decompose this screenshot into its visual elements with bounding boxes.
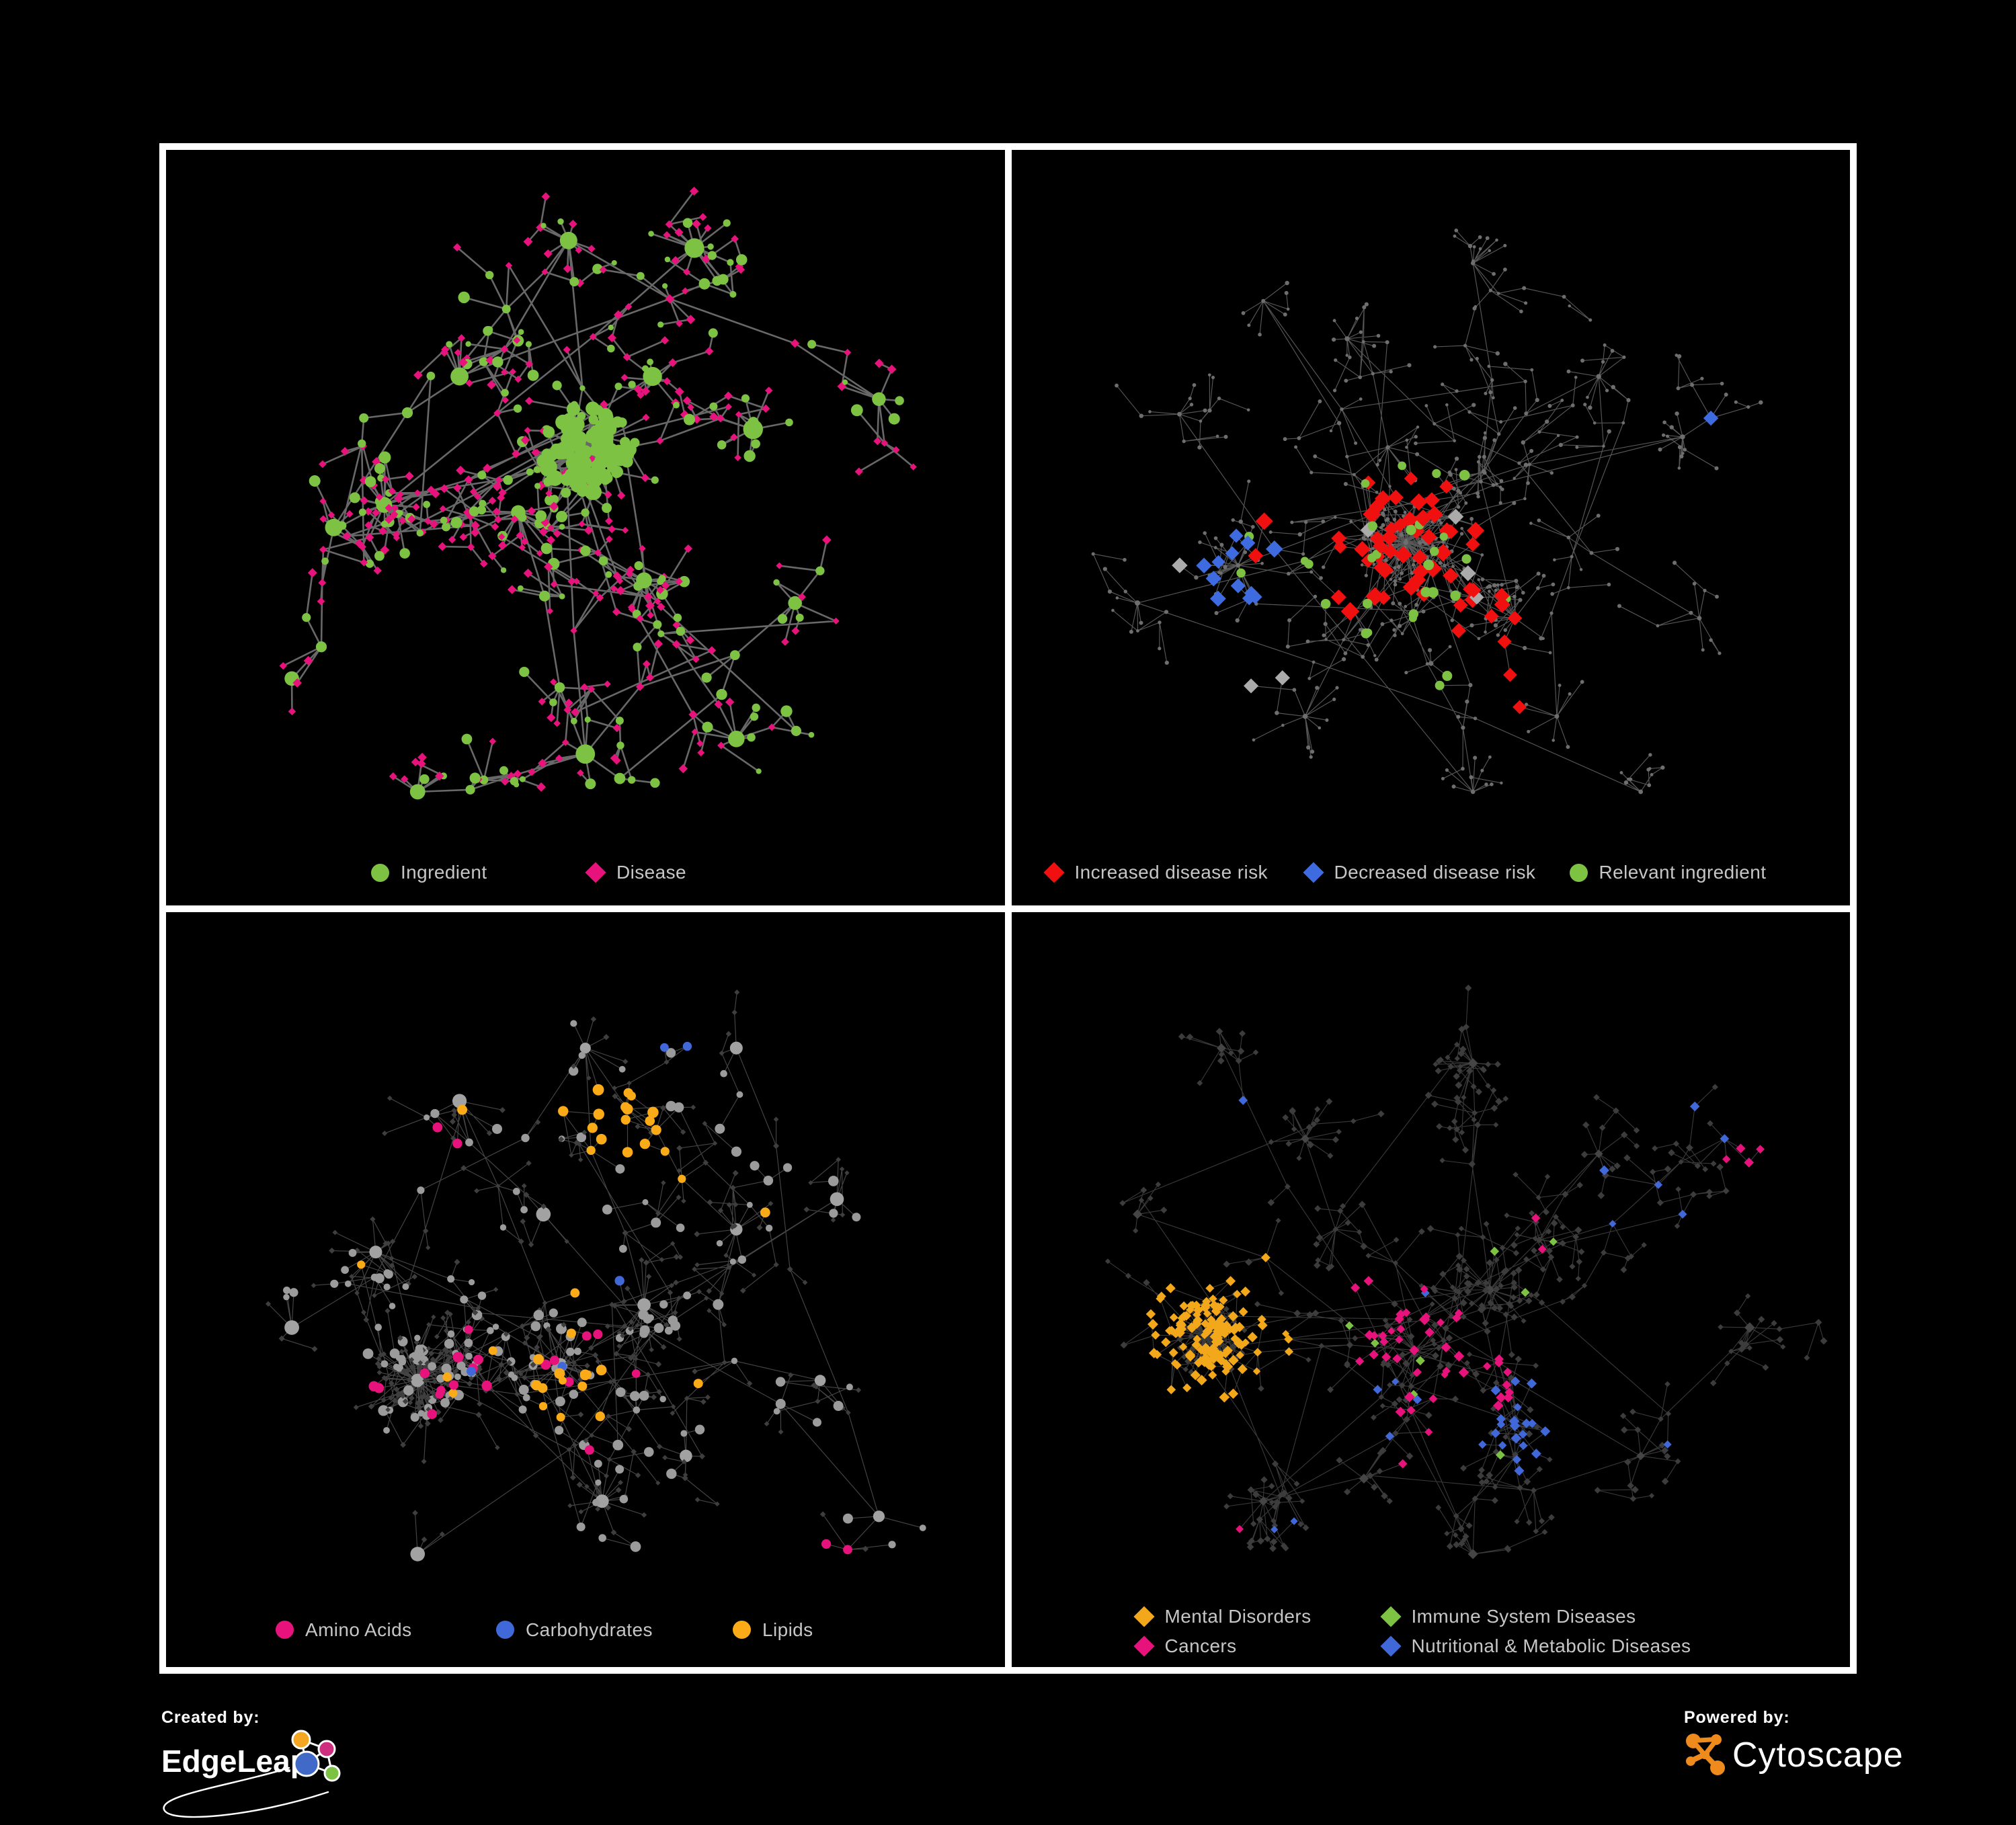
legend-label: Nutritional & Metabolic Diseases [1411, 1635, 1691, 1656]
mental-disorders-diamond-icon [1133, 1605, 1155, 1627]
edges [1092, 230, 1761, 793]
cancers-diamond-icon [1133, 1635, 1155, 1657]
legend-label: Lipids [762, 1619, 813, 1640]
legend-label: Ingredient [401, 862, 487, 883]
edges [268, 991, 923, 1554]
cytoscape-wordmark: Cytoscape [1732, 1736, 1904, 1775]
edgeleap-node-orange [291, 1730, 311, 1750]
edgeleap-node-blue [293, 1750, 320, 1777]
legend-item-lipids: Lipids [733, 1619, 813, 1641]
ingredient-circle-icon [371, 863, 389, 882]
nodes-highlighted [1171, 410, 1718, 715]
decreased-disease-risk-diamond-icon [1302, 862, 1324, 883]
panel-disease-categories-network: Mental Disorders Immune System Diseases Ca… [1011, 911, 1850, 1667]
legend-label: Disease [616, 862, 686, 883]
legend-label: Amino Acids [305, 1619, 412, 1640]
legend-item-carbohydrates: Carbohydrates [496, 1619, 653, 1641]
network-graph-ingredient-disease [279, 186, 917, 800]
legend-item-nutritional-metabolic-diseases: Nutritional & Metabolic Diseases [1379, 1635, 1691, 1657]
edgeleap-swoosh [163, 1767, 329, 1818]
legend-item-immune-system-diseases: Immune System Diseases [1379, 1605, 1636, 1627]
carbohydrates-circle-icon [496, 1621, 514, 1639]
legend-label: Immune System Diseases [1411, 1605, 1636, 1627]
nodes-base [1091, 229, 1763, 795]
edgeleap-node-magenta [317, 1740, 336, 1758]
legend-item-mental-disorders: Mental Disorders [1133, 1605, 1312, 1627]
legend-item-cancers: Cancers [1133, 1635, 1237, 1657]
cytoscape-brand: Powered by: Cytoscape [1684, 1708, 1993, 1819]
network-graph-disease-risk [1091, 229, 1763, 795]
disease-diamond-icon [585, 862, 606, 883]
network-graph-disease-categories [1104, 984, 1827, 1559]
edgeleap-node-green [323, 1765, 341, 1782]
increased-disease-risk-diamond-icon [1043, 862, 1065, 883]
network-graph-nutrient-classes [265, 989, 926, 1562]
nodes-base [1104, 984, 1827, 1559]
legend-item-disease: Disease [585, 862, 686, 883]
legend-item-ingredient: Ingredient [371, 862, 487, 883]
panels-grid: Ingredient Disease Increased disease risk… [159, 143, 1857, 1674]
legend-item-increased-disease-risk: Increased disease risk [1043, 862, 1268, 883]
powered-by-caption: Powered by: [1684, 1708, 1790, 1727]
legend-label: Relevant ingredient [1599, 862, 1767, 883]
lipids-circle-icon [733, 1621, 751, 1639]
panel-disease-risk-network: Increased disease risk Decreased disease … [1011, 150, 1850, 905]
panel-nutrient-classes-network: Amino Acids Carbohydrates Lipids [166, 911, 1005, 1667]
legend-label: Cancers [1164, 1635, 1237, 1656]
nodes-highlighted [1145, 1095, 1765, 1533]
edgeleap-wordmark: EdgeLeap [161, 1744, 309, 1779]
edgeleap-brand: Created by: EdgeLeap [161, 1708, 471, 1819]
edgeleap-logo-mark [291, 1730, 341, 1782]
amino-acids-circle-icon [276, 1621, 294, 1639]
relevant-ingredient-circle-icon [1569, 863, 1588, 882]
legend-label: Decreased disease risk [1334, 862, 1536, 883]
nutritional-metabolic-diseases-diamond-icon [1379, 1635, 1402, 1657]
legend-item-decreased-disease-risk: Decreased disease risk [1302, 862, 1536, 883]
legend-item-amino-acids: Amino Acids [276, 1619, 411, 1641]
nodes-highlighted [357, 1041, 852, 1554]
panel-ingredient-disease-network: Ingredient Disease [166, 150, 1005, 905]
cytoscape-logo-icon [1686, 1734, 1725, 1775]
legend-label: Carbohydrates [526, 1619, 653, 1640]
legend-label: Increased disease risk [1074, 862, 1268, 883]
immune-system-diseases-diamond-icon [1379, 1605, 1402, 1627]
edges [1107, 987, 1824, 1554]
legend-item-relevant-ingredient: Relevant ingredient [1569, 862, 1767, 883]
edgeleap-logo: EdgeLeap [161, 1730, 341, 1818]
created-by-caption: Created by: [161, 1708, 260, 1727]
legend-label: Mental Disorders [1164, 1605, 1312, 1627]
nodes-highlighted [536, 401, 637, 500]
